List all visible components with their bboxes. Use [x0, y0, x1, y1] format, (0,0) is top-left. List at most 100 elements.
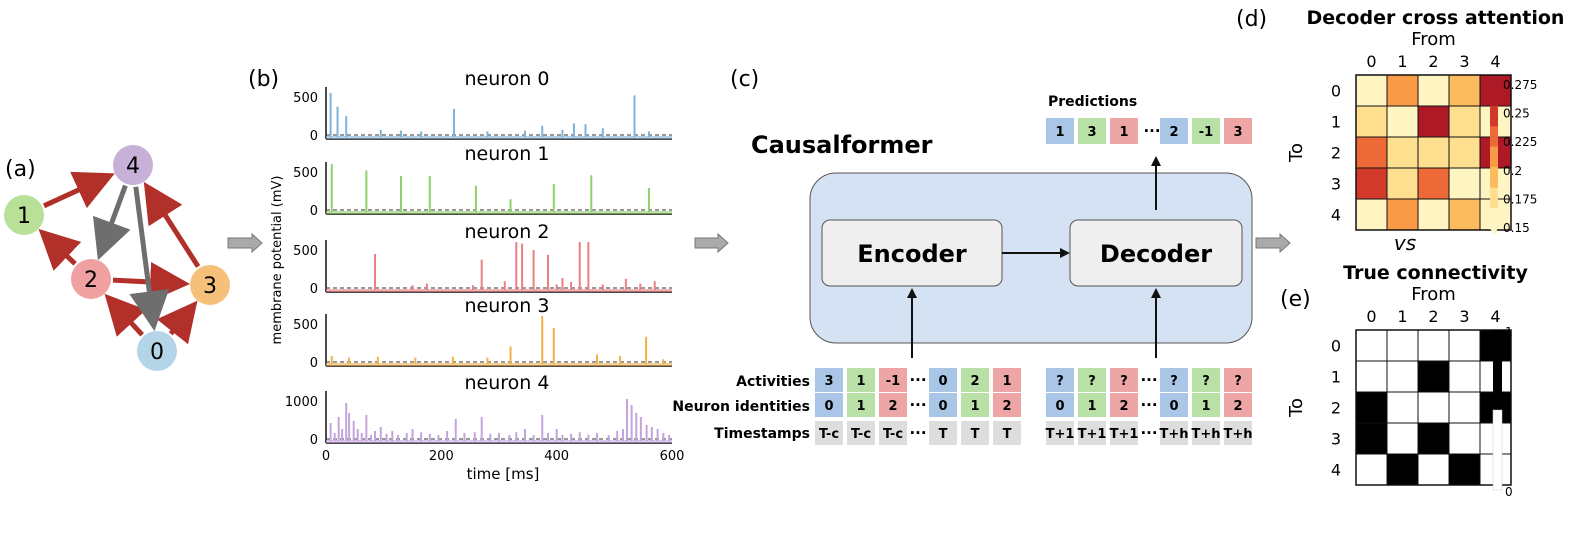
attention-xlabel: From	[1411, 29, 1456, 50]
panel-label-e: (e)	[1280, 287, 1311, 312]
connectivity-cell-1-0	[1355, 360, 1388, 393]
enc-timestamp-cell-3	[929, 421, 957, 445]
connectivity-cell-0-1	[1386, 329, 1419, 362]
enc-timestamp-cell-text-1: T-c	[851, 427, 871, 442]
row-label-activities: Activities	[736, 374, 810, 390]
dec-activity-cell-text-4: ?	[1202, 374, 1210, 389]
node-0	[137, 331, 177, 371]
connectivity-cell-4-3	[1448, 453, 1481, 486]
attention-colorbar-segment-3	[1490, 146, 1498, 168]
dec-timestamp-cell-text-0: T+1	[1046, 427, 1075, 442]
connectivity-colorbar-tick-1: 0	[1505, 485, 1513, 499]
attention-colorbar-segment-0	[1490, 207, 1498, 229]
decoder-label: Decoder	[1100, 240, 1212, 268]
trace-xtick-2: 400	[544, 449, 569, 464]
prediction-text-5: 3	[1233, 125, 1242, 140]
enc-activity-cell-text-0: 3	[824, 374, 833, 389]
dec-activity-cell-text-0: ?	[1056, 374, 1064, 389]
enc-activity-cell-2	[879, 368, 907, 392]
enc-identity-cell-text-4: 1	[970, 399, 979, 414]
dec-timestamp-cell-text-2: T+1	[1110, 427, 1139, 442]
edge-0-to-2	[104, 293, 147, 337]
trace-panel-0: neuron 0 500 0	[293, 68, 672, 144]
model-title: Causalformer	[751, 131, 933, 159]
trace-panel-3: neuron 3 500 0	[293, 295, 672, 371]
dec-identity-cell-text-3: 0	[1169, 399, 1178, 414]
panel-label-a: (a)	[5, 157, 36, 182]
enc-identity-cell-4	[961, 393, 989, 417]
attention-cell-1-3	[1448, 105, 1481, 138]
attention-cell-2-1	[1386, 136, 1419, 169]
attention-cell-0-2	[1417, 74, 1450, 107]
dec-activity-cell-4	[1192, 368, 1220, 392]
enc-timestamp-cell-4	[961, 421, 989, 445]
connectivity-cell-1-2	[1417, 360, 1450, 393]
panel-label-c: (c)	[730, 67, 759, 92]
trace-ytick-zero-0: 0	[310, 129, 318, 144]
attention-colorbar-bottom-cap	[1490, 228, 1498, 236]
dec-identity-cell-text-1: 1	[1087, 399, 1096, 414]
attention-cell-0-3	[1448, 74, 1481, 107]
enc-activity-cell-text-5: 1	[1002, 374, 1011, 389]
attention-xtick-4: 4	[1490, 52, 1500, 71]
edge-1-to-4	[42, 171, 115, 209]
attention-colorbar-tick-1: 0.25	[1503, 107, 1530, 121]
trace-panel-4: neuron 4 1000 00 200 400 600	[285, 372, 685, 464]
attention-frame	[1355, 74, 1512, 231]
attention-xtick-3: 3	[1459, 52, 1469, 71]
connectivity-cell-2-2	[1417, 391, 1450, 424]
connectivity-ylabel: To	[1286, 398, 1307, 418]
connectivity-cell-3-0	[1355, 422, 1388, 455]
connectivity-ytick-0: 0	[1331, 337, 1341, 356]
connectivity-xtick-3: 3	[1459, 307, 1469, 326]
dec-activity-cell-3	[1160, 368, 1188, 392]
connectivity-xtick-1: 1	[1397, 307, 1407, 326]
attention-cell-3-1	[1386, 167, 1419, 200]
token-grid: 3 1 -1 0 2 1 ··· 0 1 2 0 1 2 ··· T-c T-c T-c T T T ···??????…	[815, 118, 1253, 445]
dec-identity-cell-text-5: 2	[1233, 399, 1242, 414]
trace-xtick-3: 600	[660, 449, 685, 464]
prediction-cell-3	[1160, 118, 1188, 144]
dec-timestamp-cell-3	[1160, 421, 1188, 445]
attention-cell-0-0	[1355, 74, 1388, 107]
dec-timestamp-cell-2	[1110, 421, 1138, 445]
dec-timestamp-ellipsis: ···	[1140, 424, 1157, 442]
enc-timestamp-cell-2	[879, 421, 907, 445]
dec-identity-cell-text-4: 1	[1201, 399, 1210, 414]
attention-colorbar-tick-2: 0.225	[1503, 135, 1537, 149]
enc-identity-cell-0	[815, 393, 843, 417]
connectivity-xtick-2: 2	[1428, 307, 1438, 326]
connectivity-cell-0-0	[1355, 329, 1388, 362]
attention-cell-1-2	[1417, 105, 1450, 138]
node-label-2: 2	[84, 268, 98, 293]
trace-title-1: neuron 1	[465, 143, 550, 165]
dec-activity-cell-2	[1110, 368, 1138, 392]
prediction-cell-2	[1110, 118, 1138, 144]
trace-ytick-high-4: 1000	[285, 395, 318, 410]
node-label-4: 4	[126, 154, 140, 179]
prediction-text-1: 3	[1087, 125, 1096, 140]
connectivity-colorbar-high	[1493, 330, 1502, 410]
connectivity-xlabel: From	[1411, 284, 1456, 305]
connectivity-xtick-4: 4	[1490, 307, 1500, 326]
connectivity-cell-4-2	[1417, 453, 1450, 486]
connectivity-cell-2-1	[1386, 391, 1419, 424]
dec-activity-cell-text-3: ?	[1170, 374, 1178, 389]
flow-arrow-b-c	[694, 232, 729, 254]
attention-colorbar-tick-0: 0.275	[1503, 78, 1537, 92]
node-label-1: 1	[17, 204, 31, 229]
edge-4-to-0	[129, 186, 170, 332]
connectivity-cell-1-1	[1386, 360, 1419, 393]
connectivity-colorbar-low	[1492, 409, 1503, 491]
dec-identity-cell-5	[1224, 393, 1252, 417]
attention-colorbar-segment-5	[1490, 105, 1498, 127]
enc-activity-cell-3	[929, 368, 957, 392]
connectivity-cell-2-0	[1355, 391, 1388, 424]
dec-activity-cell-5	[1224, 368, 1252, 392]
predictions-label: Predictions	[1048, 94, 1137, 110]
trace-ytick-high-2: 500	[293, 244, 318, 259]
encoder-label: Encoder	[857, 240, 967, 268]
connectivity-title: True connectivity	[1343, 262, 1528, 284]
attention-colorbar-segment-2	[1490, 166, 1498, 188]
connectivity-colorbar-tick-0: 1	[1505, 325, 1513, 339]
